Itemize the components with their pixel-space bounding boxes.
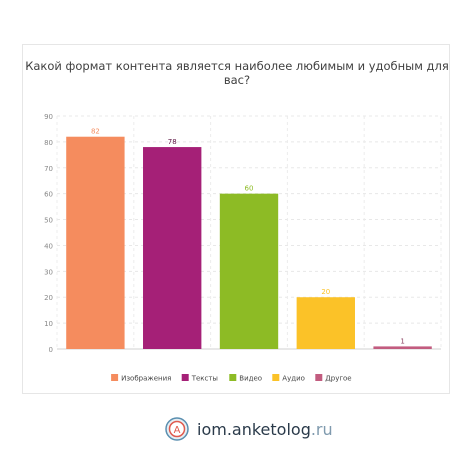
legend-label-2: Тексты [191, 375, 218, 383]
y-tick-label: 40 [44, 242, 53, 250]
chart-title: Какой формат контента является наиболее … [25, 59, 449, 87]
y-tick-label: 70 [44, 165, 53, 173]
data-label-5: 1 [400, 337, 404, 345]
y-tick-label: 10 [44, 320, 53, 328]
y-tick-label: 90 [44, 113, 53, 121]
bar-2 [143, 147, 202, 349]
legend-swatch-5 [315, 374, 323, 381]
anketolog-logo-icon: A [165, 417, 189, 441]
bar-1 [66, 136, 125, 349]
y-tick-label: 30 [44, 268, 53, 276]
data-label-1: 82 [91, 128, 100, 136]
bar-3 [219, 193, 279, 349]
brand-tld: .ru [310, 419, 333, 439]
data-label-4: 20 [321, 288, 330, 296]
y-tick-label: 80 [44, 139, 53, 147]
bar-4 [296, 297, 355, 349]
bar-5 [373, 346, 432, 349]
y-tick-label: 20 [44, 294, 53, 302]
y-tick-label: 50 [44, 217, 53, 225]
logo-letter: A [174, 425, 181, 436]
legend-label-4: Аудио [282, 375, 305, 383]
chart-card: Какой формат контента является наиболее … [22, 44, 450, 394]
data-label-3: 60 [245, 185, 254, 193]
legend-label-1: Изображения [121, 375, 171, 383]
data-label-2: 78 [168, 138, 177, 146]
bar-chart: 0 10 20 30 40 50 60 70 80 90 82 78 60 20 1 Изображения Т… [44, 113, 442, 383]
legend-swatch-4 [272, 374, 280, 381]
legend-swatch-1 [111, 374, 119, 381]
legend-swatch-2 [181, 374, 189, 381]
brand-domain: iom.anketolog [197, 419, 311, 439]
y-tick-label: 0 [49, 346, 53, 354]
y-tick-label: 60 [44, 191, 53, 199]
brand-name[interactable]: iom.anketolog.ru [197, 420, 333, 439]
legend-label-5: Другое [325, 375, 351, 383]
legend-label-3: Видео [239, 375, 262, 383]
brand-footer: A iom.anketolog.ru [0, 410, 474, 450]
legend-swatch-3 [229, 374, 237, 381]
